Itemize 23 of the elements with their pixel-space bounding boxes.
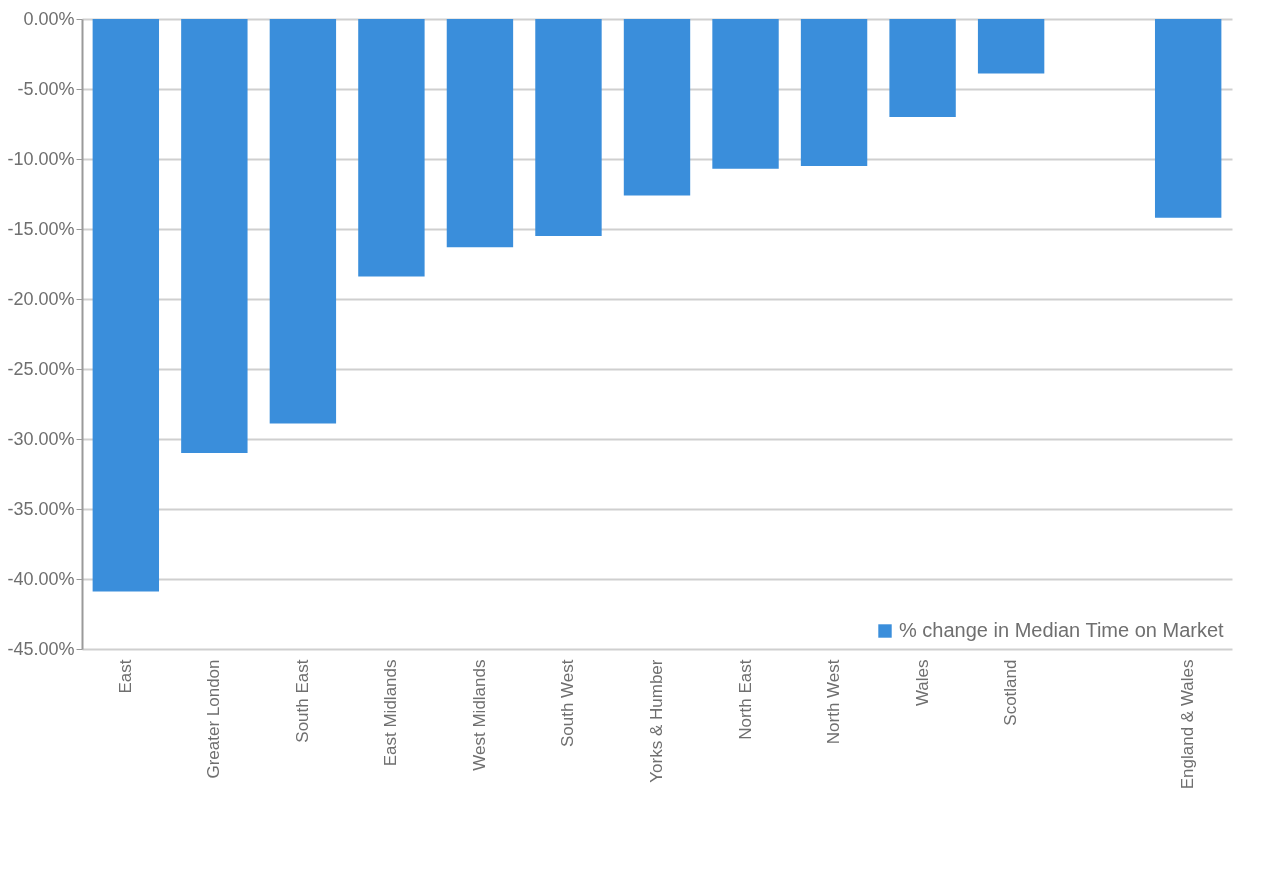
legend-label: % change in Median Time on Market [899,619,1225,641]
x-tick-label: North East [735,659,755,740]
y-tick-label: -35.00% [7,498,75,519]
y-tick-label: -40.00% [7,568,75,589]
y-tick-label: -20.00% [7,288,75,309]
y-tick-label: -25.00% [7,358,75,379]
y-tick-label: -30.00% [7,428,75,449]
y-tick-label: -45.00% [7,638,75,659]
x-tick-label: South West [558,659,578,748]
x-tick-label: Wales [912,659,932,707]
x-tick-label: Greater London [204,659,224,779]
x-tick-label: West Midlands [469,659,489,771]
y-tick-label: -5.00% [17,78,75,99]
y-tick-label: 0.00% [23,8,75,29]
x-tick-label: East [115,659,135,694]
y-tick-label: -15.00% [7,218,75,239]
x-tick-label: East Midlands [381,659,401,767]
x-tick-label: Yorks & Humber [647,659,666,783]
y-tick-label: -10.00% [7,148,75,169]
x-tick-label: North West [824,659,844,745]
x-tick-label: Scotland [1001,659,1021,726]
x-tick-label: England & Wales [1178,659,1198,790]
x-tick-label: South East [292,659,312,743]
